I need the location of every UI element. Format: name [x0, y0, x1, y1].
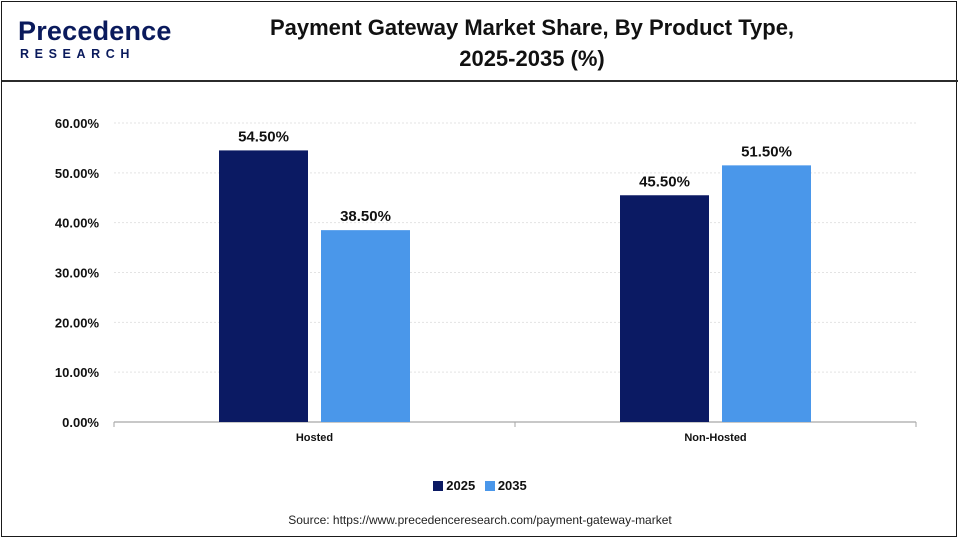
brand-logo: Precedence RESEARCH [18, 16, 171, 66]
bar-2025-hosted [219, 150, 308, 423]
data-label: 51.50% [741, 143, 792, 160]
y-tick-label: 50.00% [55, 166, 100, 181]
brand-name-top: Precedence [18, 16, 172, 46]
legend-swatch-2035 [484, 481, 495, 491]
y-tick-label: 40.00% [55, 216, 100, 231]
bar-2035-hosted [321, 230, 410, 422]
y-tick-label: 20.00% [55, 315, 100, 330]
legend-item-2035: 2035 [484, 478, 527, 493]
bar-2035-non-hosted [722, 165, 811, 422]
chart-title-line-1: Payment Gateway Market Share, By Product… [269, 15, 795, 40]
bar-2025-non-hosted [620, 195, 709, 422]
legend-label-2035: 2035 [497, 478, 527, 493]
x-category-label: Hosted [296, 432, 333, 444]
legend-item-2025: 2025 [433, 478, 475, 493]
data-label: 45.50% [639, 173, 690, 190]
brand-name-bottom: RESEARCH [20, 47, 135, 61]
legend-swatch-2025 [433, 481, 444, 491]
header: Precedence RESEARCH Payment Gateway Mark… [2, 2, 958, 82]
y-tick-label: 0.00% [62, 415, 99, 430]
source-note: Source: https://www.precedenceresearch.c… [288, 513, 672, 527]
x-category-label: Non-Hosted [684, 432, 746, 444]
chart-title: Payment Gateway Market Share, By Product… [202, 12, 862, 74]
legend-label-2025: 2025 [446, 478, 476, 493]
y-tick-label: 30.00% [55, 266, 100, 281]
data-label: 38.50% [340, 208, 391, 225]
chart-title-line-2: 2025-2035 (%) [459, 46, 605, 71]
legend: 2025 2035 [0, 478, 960, 493]
y-tick-label: 10.00% [55, 365, 100, 380]
y-tick-label: 60.00% [55, 116, 100, 131]
data-label: 54.50% [238, 128, 289, 145]
